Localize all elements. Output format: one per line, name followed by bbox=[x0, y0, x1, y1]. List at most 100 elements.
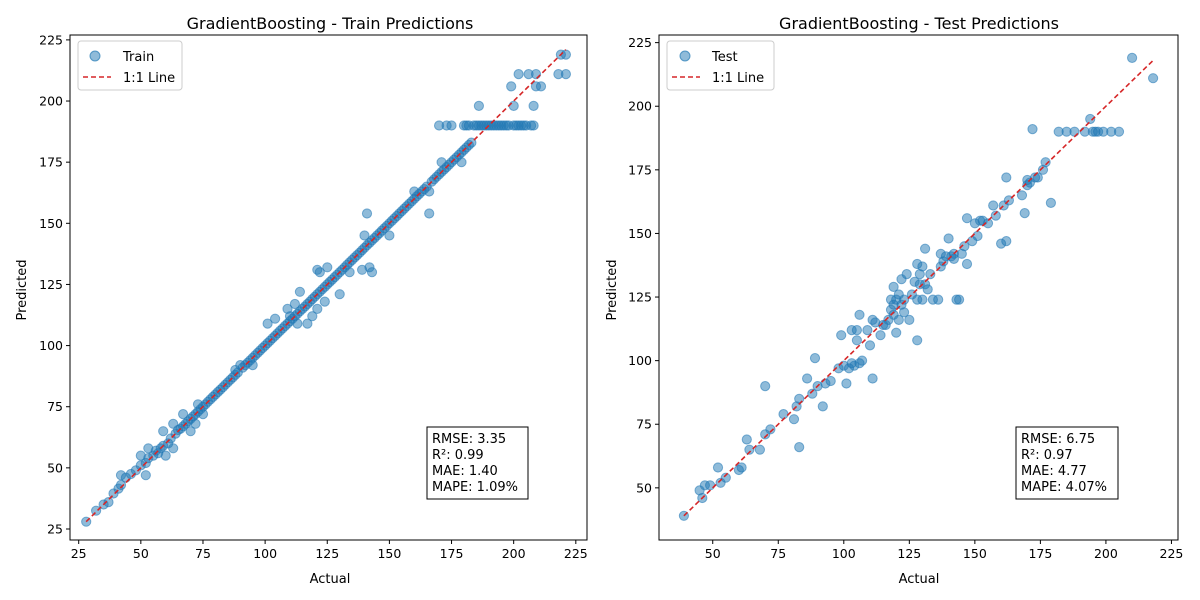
train-y-tick-label: 75 bbox=[47, 399, 63, 414]
test-data-point bbox=[736, 462, 747, 473]
test-x-axis-label: Actual bbox=[899, 572, 940, 587]
train-data-point bbox=[530, 69, 542, 80]
test-data-point bbox=[794, 442, 805, 453]
test-data-point bbox=[794, 393, 805, 404]
test-data-point bbox=[817, 401, 828, 412]
test-stats-box: RMSE: 6.75 R²: 0.97 MAE: 4.77 MAPE: 4.07… bbox=[1015, 426, 1119, 500]
train-x-tick-label: 225 bbox=[564, 546, 588, 561]
test-data-point bbox=[851, 335, 863, 346]
train-data-point bbox=[314, 267, 325, 278]
train-data-point bbox=[307, 311, 318, 322]
test-x-tick-label: 225 bbox=[1160, 546, 1184, 561]
test-data-point bbox=[922, 284, 933, 295]
test-data-point bbox=[807, 388, 818, 399]
test-data-point bbox=[1019, 208, 1030, 219]
train-data-point bbox=[103, 497, 114, 508]
train-data-point bbox=[312, 303, 323, 314]
train-x-tick-label: 175 bbox=[440, 546, 464, 561]
train-data-point bbox=[289, 298, 300, 310]
test-r2: R²: 0.97 bbox=[1021, 448, 1073, 463]
test-data-point bbox=[899, 294, 910, 305]
test-data-point bbox=[1027, 124, 1038, 135]
train-data-point bbox=[446, 120, 457, 131]
train-data-point bbox=[528, 100, 539, 112]
train-data-point bbox=[270, 313, 281, 324]
test-y-tick-label: 50 bbox=[636, 480, 652, 495]
test-data-point bbox=[901, 269, 912, 280]
test-y-tick-label: 75 bbox=[636, 417, 652, 432]
test-mae: MAE: 4.77 bbox=[1021, 464, 1087, 479]
test-data-point bbox=[904, 314, 915, 325]
test-x-tick-label: 50 bbox=[705, 546, 721, 561]
test-data-point bbox=[1085, 113, 1096, 125]
train-x-tick-label: 25 bbox=[71, 546, 87, 561]
test-rmse: RMSE: 6.75 bbox=[1021, 432, 1095, 447]
test-data-point bbox=[891, 327, 902, 338]
train-data-point bbox=[178, 409, 189, 420]
test-legend-line-label: 1:1 Line bbox=[712, 71, 764, 86]
test-data-point bbox=[917, 294, 928, 305]
train-data-point bbox=[319, 296, 330, 307]
test-stats-frame bbox=[1015, 426, 1119, 500]
test-y-tick-label: 225 bbox=[628, 35, 652, 50]
train-rmse: RMSE: 3.35 bbox=[432, 432, 506, 447]
test-data-point bbox=[760, 381, 771, 392]
train-stats-frame bbox=[426, 426, 529, 500]
train-data-point bbox=[359, 230, 370, 241]
train-data-point bbox=[185, 426, 196, 437]
test-data-point bbox=[867, 373, 878, 384]
train-y-tick-label: 200 bbox=[39, 94, 63, 109]
train-x-tick-label: 150 bbox=[377, 546, 401, 561]
test-data-point bbox=[1045, 197, 1057, 208]
train-data-point bbox=[361, 208, 373, 219]
train-data-point bbox=[424, 186, 435, 197]
train-mae: MAE: 1.40 bbox=[432, 464, 498, 479]
test-y-tick-label: 200 bbox=[628, 99, 652, 114]
test-data-point bbox=[802, 373, 813, 384]
test-data-point bbox=[1148, 73, 1159, 84]
test-data-point bbox=[920, 243, 931, 254]
test-data-point bbox=[954, 294, 965, 305]
test-chart-title: GradientBoosting - Test Predictions bbox=[779, 14, 1059, 33]
train-data-point bbox=[506, 81, 517, 92]
test-data-point bbox=[1040, 157, 1051, 168]
test-mape: MAPE: 4.07% bbox=[1021, 480, 1107, 495]
train-data-point bbox=[560, 69, 572, 80]
test-data-point bbox=[854, 309, 865, 320]
test-data-point bbox=[1001, 236, 1012, 247]
train-stats-box: RMSE: 3.35 R²: 0.99 MAE: 1.40 MAPE: 1.09… bbox=[426, 426, 529, 500]
test-data-point bbox=[788, 414, 800, 425]
train-r2: R²: 0.99 bbox=[432, 448, 484, 463]
train-y-tick-label: 25 bbox=[47, 521, 63, 536]
test-data-point bbox=[961, 213, 973, 224]
test-data-point bbox=[836, 330, 847, 341]
train-chart-title: GradientBoosting - Train Predictions bbox=[187, 14, 474, 33]
train-data-point bbox=[294, 286, 305, 297]
test-legend-box bbox=[666, 40, 775, 91]
test-data-point bbox=[875, 330, 886, 341]
test-x-tick-label: 100 bbox=[832, 546, 856, 561]
train-predictions-panel: GradientBoosting - Train Predictions 25 5… bbox=[15, 14, 588, 587]
train-data-point bbox=[322, 262, 333, 273]
test-data-point bbox=[765, 424, 776, 435]
test-legend-marker bbox=[679, 50, 691, 62]
train-y-tick-label: 175 bbox=[39, 155, 63, 170]
test-data-point bbox=[862, 325, 873, 336]
test-legend: Test 1:1 Line bbox=[666, 40, 775, 91]
test-legend-label: Test bbox=[711, 50, 738, 65]
train-data-point bbox=[190, 418, 201, 429]
train-data-point bbox=[424, 208, 435, 219]
test-data-point bbox=[982, 218, 994, 229]
test-data-point bbox=[990, 210, 1001, 221]
test-data-point bbox=[959, 241, 970, 252]
train-x-tick-label: 200 bbox=[502, 546, 526, 561]
train-data-point bbox=[528, 120, 539, 131]
test-data-point bbox=[825, 375, 836, 387]
train-y-tick-label: 125 bbox=[39, 277, 63, 292]
train-data-point bbox=[535, 81, 547, 92]
train-mape: MAPE: 1.09% bbox=[432, 480, 518, 495]
train-data-point bbox=[508, 100, 519, 112]
train-data-point bbox=[140, 470, 151, 481]
